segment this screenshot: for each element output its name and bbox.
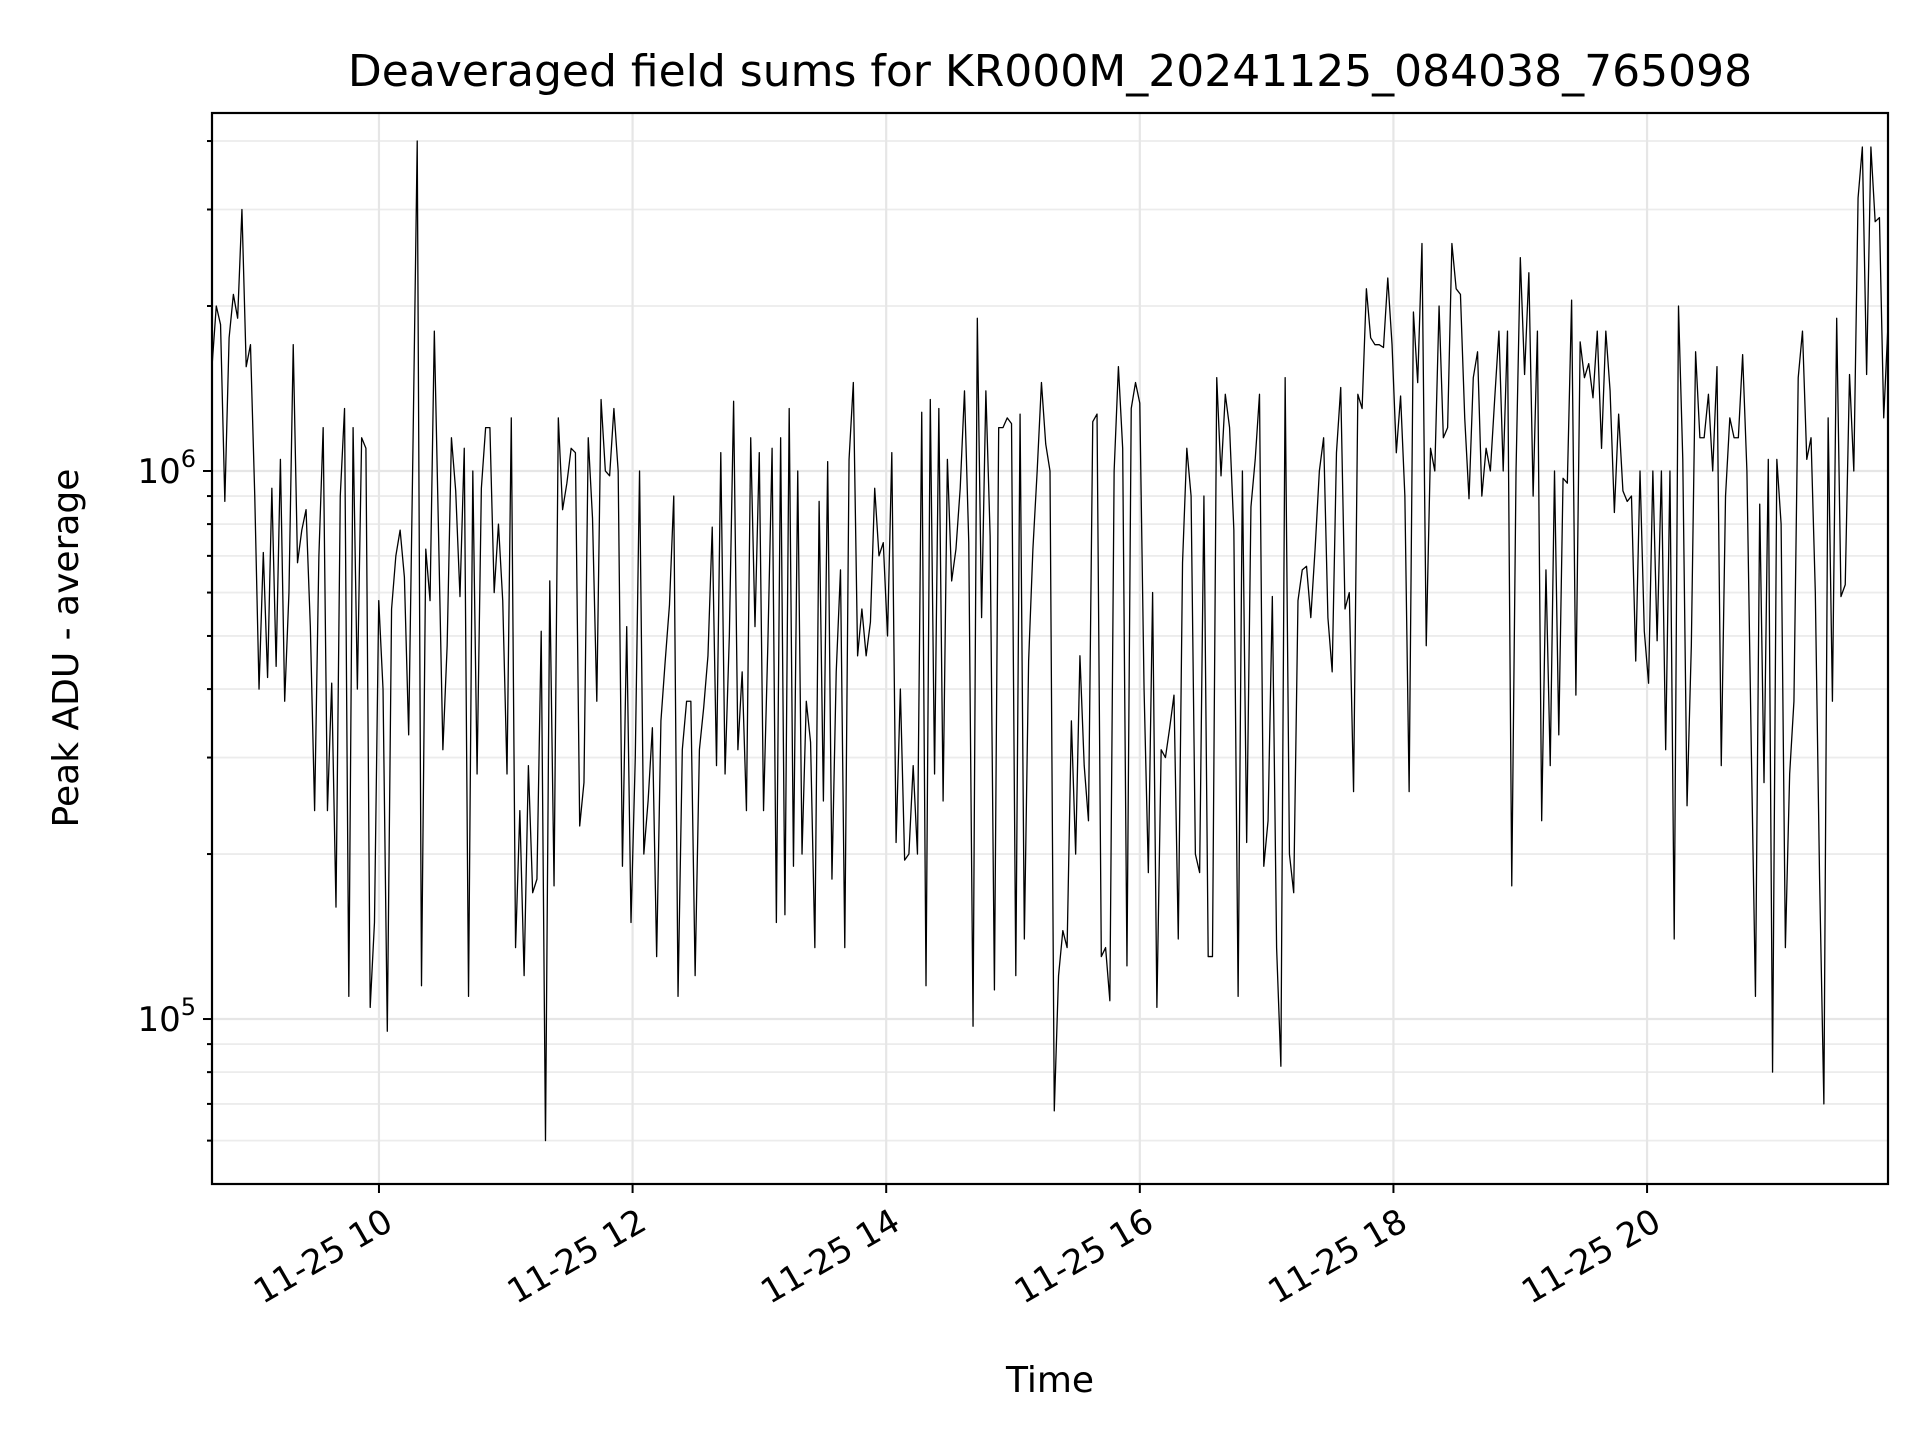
x-axis-label: Time — [1005, 1360, 1094, 1401]
series-group — [211, 140, 1889, 1142]
y-axis-ticks: 105 106 — [137, 140, 212, 1142]
plot-frame — [210, 111, 1890, 1186]
chart-title: Deaveraged field sums for KR000M_2024112… — [348, 46, 1752, 97]
y-tick-label: 106 — [137, 445, 196, 492]
y-tick-label: 105 — [137, 993, 196, 1040]
series-line — [211, 140, 1889, 1142]
y-axis-label: Peak ADU - average — [46, 469, 87, 828]
major-gridlines — [212, 113, 1888, 1184]
